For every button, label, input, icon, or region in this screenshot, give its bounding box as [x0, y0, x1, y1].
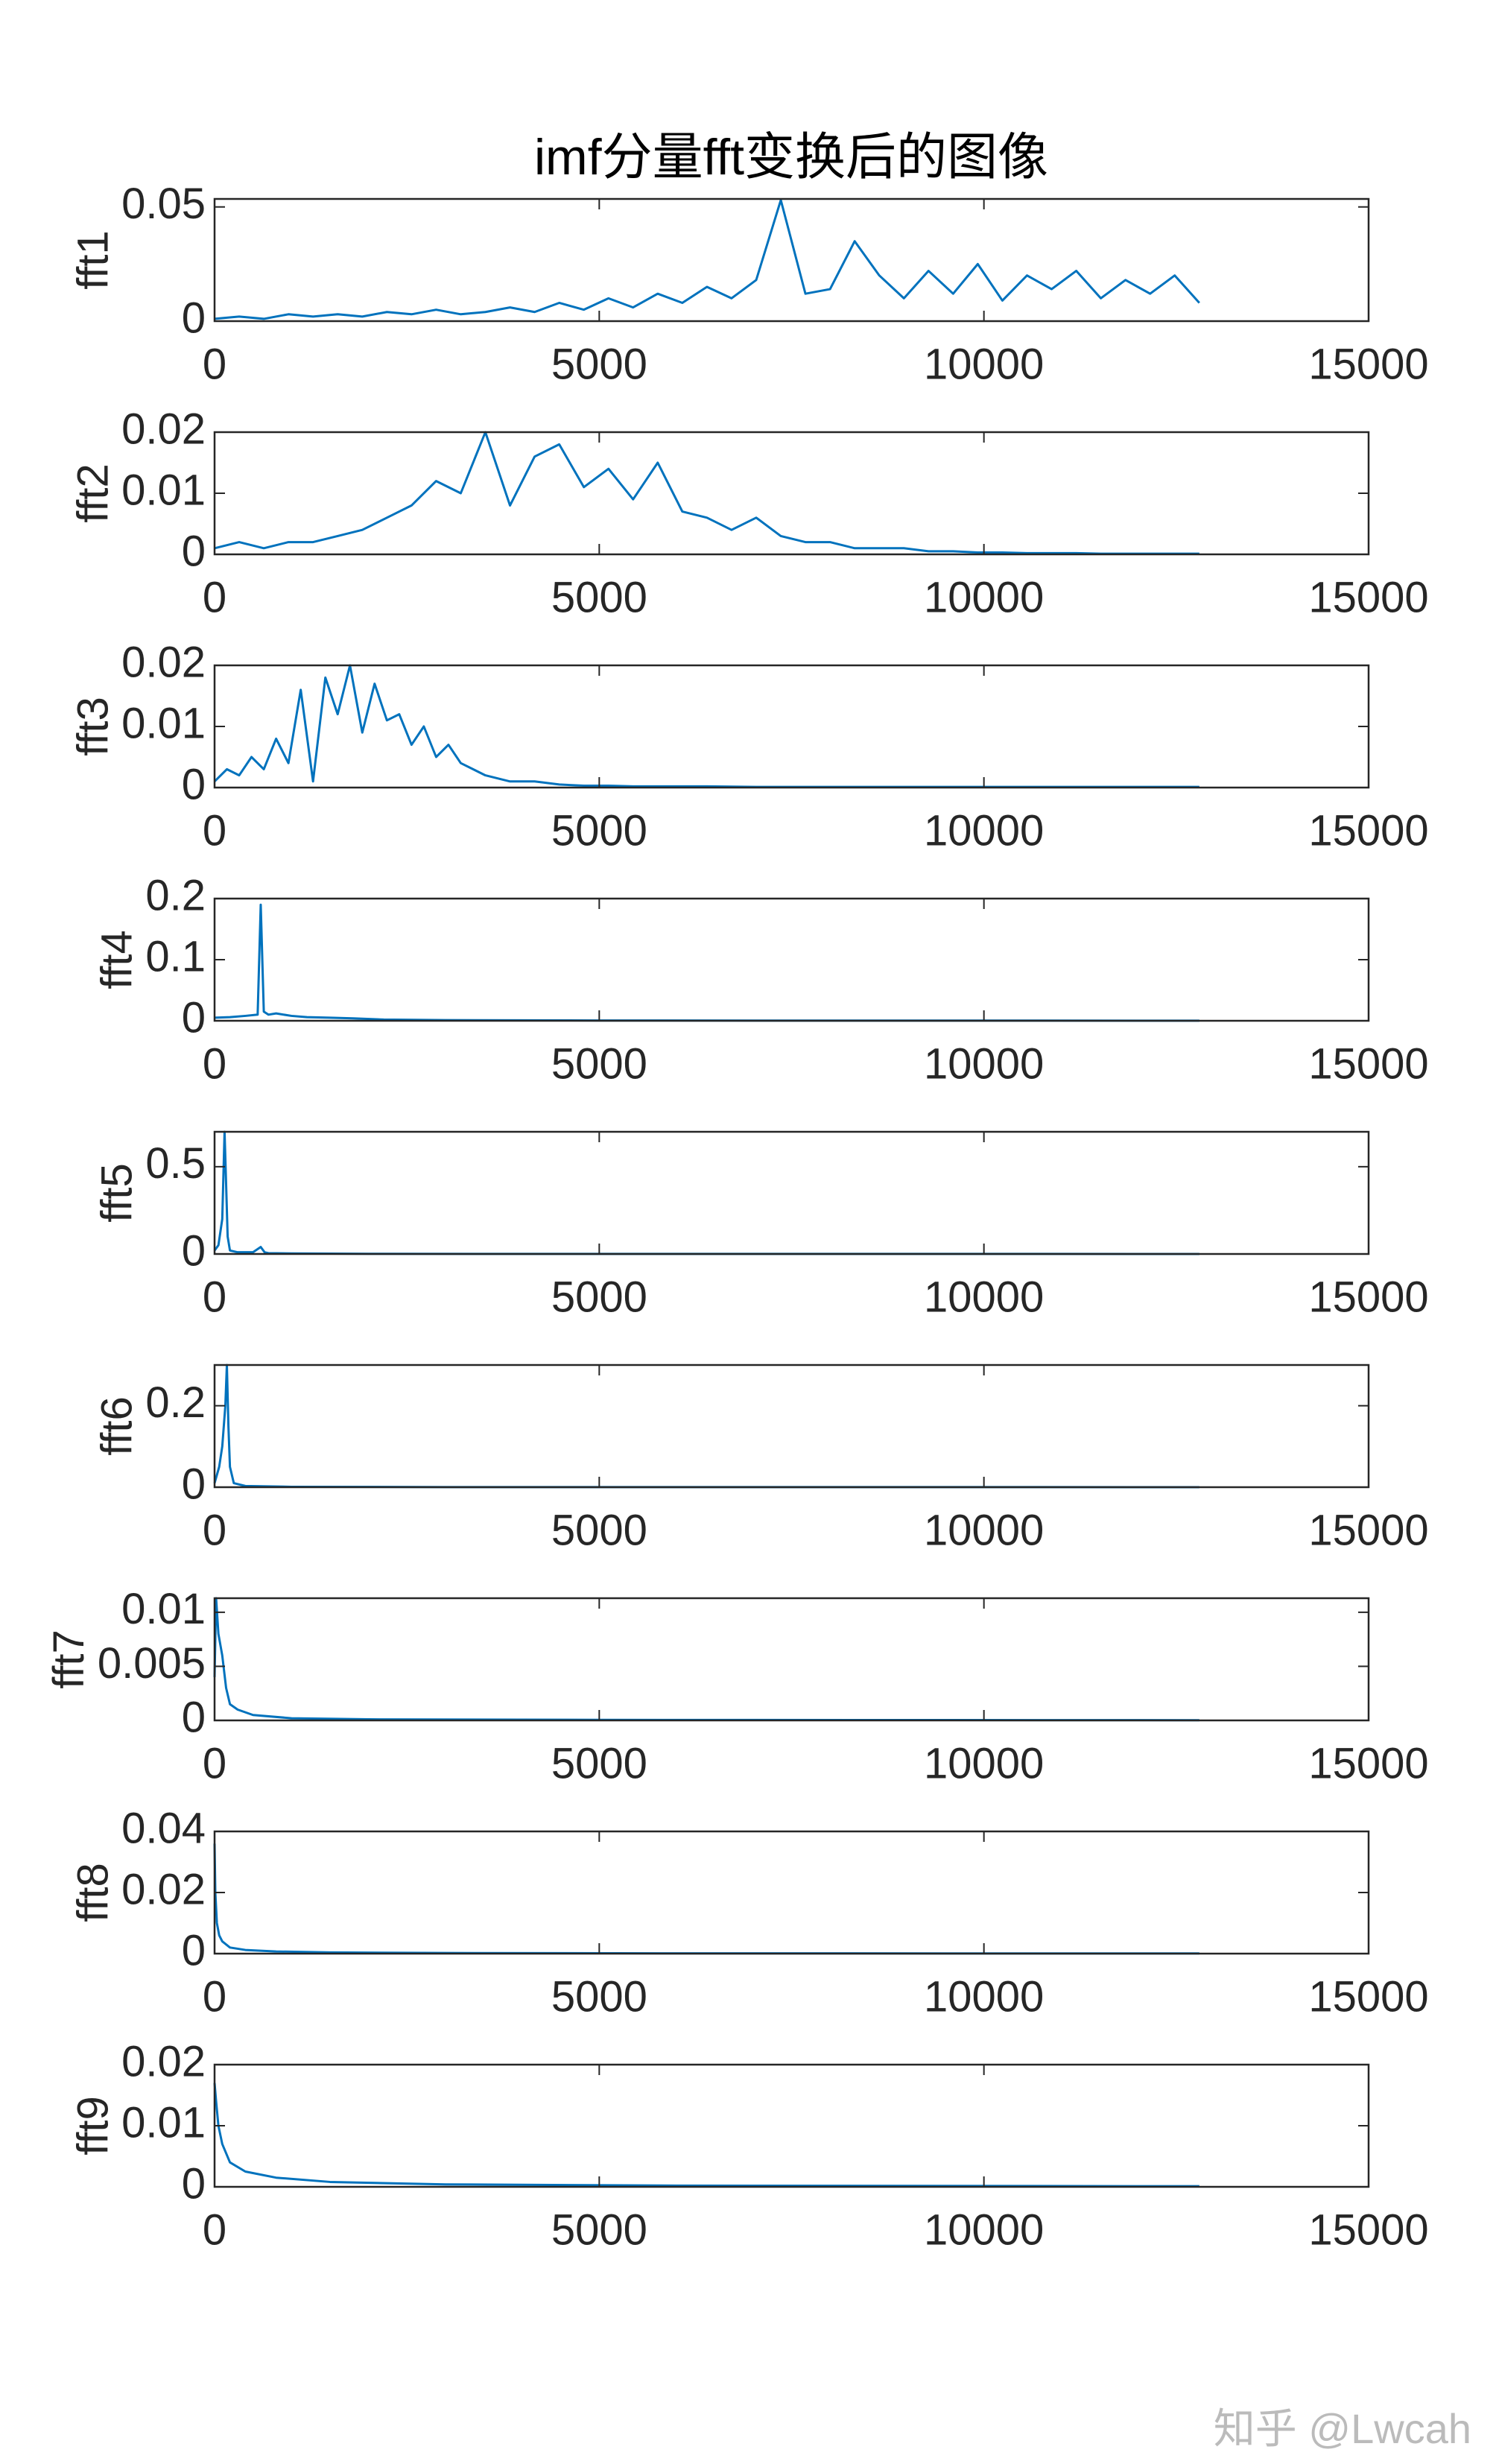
- x-tick-label: 10000: [924, 806, 1044, 855]
- x-tick-label: 0: [203, 1739, 226, 1787]
- y-tick-label: 0.1: [145, 932, 206, 981]
- x-tick-label: 0: [203, 340, 226, 388]
- x-tick-label: 5000: [551, 1273, 647, 1321]
- y-axis-label: fft1: [69, 230, 117, 290]
- x-tick-label: 0: [203, 1273, 226, 1321]
- x-tick-label: 15000: [1308, 1039, 1428, 1088]
- x-tick-label: 5000: [551, 806, 647, 855]
- y-tick-label: 0.01: [121, 466, 206, 514]
- plot-area: [215, 1132, 1369, 1254]
- data-line: [213, 2083, 1199, 2188]
- x-tick-label: 5000: [551, 340, 647, 388]
- x-tick-label: 0: [203, 1972, 226, 2021]
- y-tick-label: 0.04: [121, 1804, 206, 1852]
- y-tick-label: 0.2: [145, 871, 206, 919]
- axes-box: [213, 1364, 1370, 1489]
- x-tick-label: 5000: [551, 1739, 647, 1787]
- x-tick-label: 10000: [924, 2205, 1044, 2254]
- x-tick-label: 10000: [924, 573, 1044, 621]
- y-axis-label: fft3: [69, 697, 117, 756]
- x-tick-label: 15000: [1308, 340, 1428, 388]
- data-line: [213, 1597, 1199, 1722]
- y-tick-label: 0.01: [121, 2098, 206, 2147]
- figure-title: imf分量fft变换后的图像: [534, 129, 1048, 186]
- y-axis-label: fft8: [69, 1863, 117, 1922]
- x-tick-label: 10000: [924, 340, 1044, 388]
- y-tick-label: 0: [182, 1460, 206, 1508]
- y-tick-label: 0: [182, 294, 206, 342]
- y-axis-label: fft9: [69, 2096, 117, 2156]
- x-tick-label: 15000: [1308, 1273, 1428, 1321]
- x-tick-label: 15000: [1308, 1972, 1428, 2021]
- plot-area: [215, 1365, 1369, 1487]
- x-tick-label: 5000: [551, 573, 647, 621]
- y-tick-label: 0.2: [145, 1378, 206, 1427]
- y-tick-label: 0.02: [121, 638, 206, 686]
- y-tick-label: 0.05: [121, 180, 206, 228]
- watermark: 知乎 @Lwcah: [1214, 2405, 1471, 2452]
- x-tick-label: 0: [203, 1039, 226, 1088]
- x-tick-label: 10000: [924, 1273, 1044, 1321]
- x-tick-label: 10000: [924, 1506, 1044, 1554]
- x-tick-label: 0: [203, 573, 226, 621]
- data-line: [214, 431, 1199, 555]
- y-tick-label: 0: [182, 2159, 206, 2208]
- axes-box: [213, 1130, 1370, 1255]
- y-axis-label: fft5: [93, 1163, 142, 1223]
- x-tick-label: 5000: [551, 1972, 647, 2021]
- axes-box: [213, 1597, 1370, 1722]
- y-axis-label: fft6: [93, 1396, 142, 1456]
- y-tick-label: 0.02: [121, 2037, 206, 2085]
- x-tick-label: 0: [203, 2205, 226, 2254]
- x-tick-label: 15000: [1308, 1739, 1428, 1787]
- plot-area: [215, 899, 1369, 1021]
- x-tick-label: 0: [203, 1506, 226, 1554]
- y-tick-label: 0.02: [121, 1865, 206, 1913]
- y-tick-label: 0: [182, 1226, 206, 1275]
- x-tick-label: 15000: [1308, 806, 1428, 855]
- x-tick-label: 10000: [924, 1972, 1044, 2021]
- x-tick-label: 15000: [1308, 573, 1428, 621]
- y-tick-label: 0.01: [121, 699, 206, 747]
- plot-area: [215, 2065, 1369, 2187]
- plot-area: [215, 1598, 1369, 1720]
- axes-box: [213, 197, 1370, 323]
- data-line: [214, 199, 1200, 320]
- plot-area: [215, 432, 1369, 554]
- x-tick-label: 5000: [551, 1039, 647, 1088]
- x-tick-label: 10000: [924, 1039, 1044, 1088]
- x-tick-label: 5000: [551, 2205, 647, 2254]
- plot-area: [215, 1831, 1369, 1954]
- y-tick-label: 0.5: [145, 1139, 206, 1188]
- x-tick-label: 15000: [1308, 1506, 1428, 1554]
- y-tick-label: 0: [182, 1926, 206, 1974]
- x-tick-label: 10000: [924, 1739, 1044, 1787]
- plot-area: [215, 199, 1369, 321]
- y-tick-label: 0: [182, 1693, 206, 1741]
- plot-area: [215, 665, 1369, 788]
- y-tick-label: 0: [182, 527, 206, 575]
- y-tick-label: 0: [182, 993, 206, 1042]
- y-tick-label: 0.02: [121, 405, 206, 453]
- y-axis-label: fft2: [69, 463, 117, 523]
- y-tick-label: 0: [182, 760, 206, 808]
- x-tick-label: 0: [203, 806, 226, 855]
- y-tick-label: 0.01: [121, 1585, 206, 1633]
- x-tick-label: 15000: [1308, 2205, 1428, 2254]
- y-axis-label: fft4: [93, 930, 142, 989]
- x-tick-label: 5000: [551, 1506, 647, 1554]
- y-axis-label: fft7: [45, 1630, 93, 1689]
- y-tick-label: 0.005: [98, 1639, 206, 1688]
